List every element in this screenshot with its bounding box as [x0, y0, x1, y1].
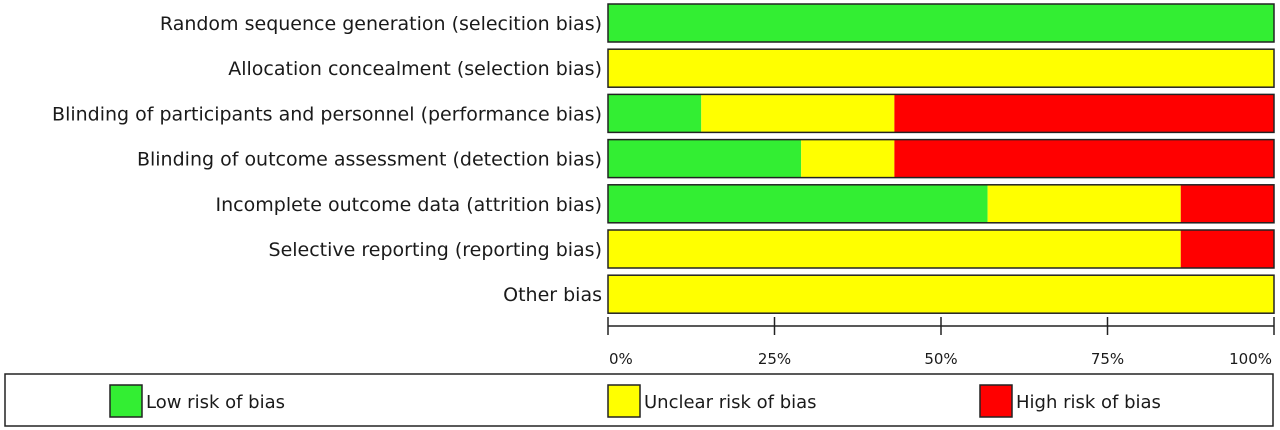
- x-tick-label: 100%: [1229, 350, 1272, 368]
- bar-segment: [894, 94, 1274, 133]
- x-axis: 0% 25% 50% 75% 100%: [607, 317, 1275, 368]
- legend-label: Unclear risk of bias: [644, 392, 817, 413]
- bar-outline: [607, 93, 1275, 134]
- bar-outline: [607, 3, 1275, 43]
- bar-segment: [701, 94, 895, 133]
- bar-segment: [608, 184, 988, 223]
- bar-segment: [1180, 230, 1274, 268]
- bar-segment: [608, 94, 702, 133]
- bar-segment: [608, 49, 1274, 88]
- bar-segment: [608, 4, 1274, 42]
- legend-label: High risk of bias: [1016, 392, 1161, 413]
- category-label: Incomplete outcome data (attrition bias): [216, 194, 602, 216]
- category-label: Random sequence generation (selecition b…: [160, 13, 602, 35]
- bar-segment: [608, 275, 1274, 314]
- category-label: Selective reporting (reporting bias): [269, 239, 602, 261]
- category-label: Allocation concealment (selection bias): [228, 58, 602, 80]
- category-label: Blinding of participants and personnel (…: [52, 103, 602, 125]
- x-tick-label: 0%: [609, 350, 633, 368]
- bar-segment: [801, 139, 895, 178]
- x-tick-label: 25%: [758, 350, 791, 368]
- bar-segment: [608, 139, 802, 178]
- legend-swatch: [109, 384, 143, 418]
- bar-outline: [607, 48, 1275, 88]
- bar-outline: [607, 184, 1275, 224]
- legend: Low risk of bias Unclear risk of bias High…: [4, 373, 1274, 427]
- bar-segment: [894, 139, 1274, 178]
- bar-segment: [608, 230, 1181, 268]
- x-tick-label: 50%: [924, 350, 957, 368]
- bar-outline: [607, 229, 1275, 269]
- category-label: Other bias: [503, 284, 602, 306]
- category-label: Blinding of outcome assessment (detectio…: [137, 149, 602, 171]
- legend-swatch: [607, 384, 641, 418]
- category-labels: Random sequence generation (selecition b…: [52, 13, 602, 306]
- bar-outline: [607, 274, 1275, 314]
- x-tick-label: 75%: [1091, 350, 1124, 368]
- bar-outline: [607, 138, 1275, 179]
- bar-segment: [987, 184, 1181, 223]
- legend-swatch: [979, 384, 1013, 418]
- legend-label: Low risk of bias: [146, 392, 285, 413]
- bar-segment: [1180, 184, 1274, 223]
- bar-area: [607, 3, 1275, 314]
